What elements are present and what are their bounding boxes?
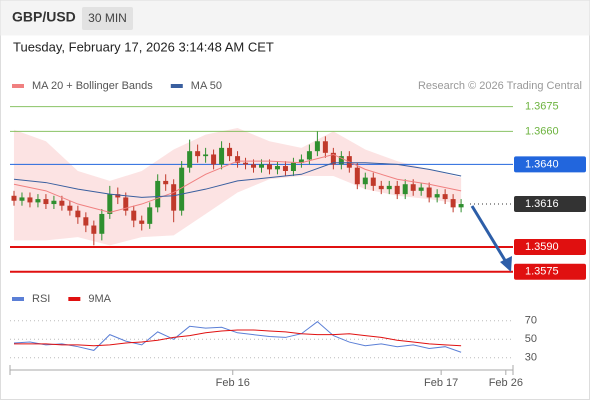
level-label: 1.3640 bbox=[525, 158, 559, 170]
candle-body bbox=[67, 205, 73, 211]
candle-body bbox=[251, 164, 257, 168]
candle-body bbox=[107, 194, 113, 214]
candle-body bbox=[27, 197, 33, 203]
price-panel: MA 20 + Bollinger Bands MA 50 1.3675 1.3660… bbox=[10, 80, 586, 280]
level-box bbox=[514, 156, 586, 173]
candle-body bbox=[227, 147, 233, 157]
candle-body bbox=[458, 204, 464, 208]
symbol: GBP/USD bbox=[12, 9, 76, 25]
candle-body bbox=[266, 164, 272, 170]
candle-body bbox=[115, 194, 121, 198]
interval-box bbox=[82, 7, 133, 30]
candle-body bbox=[51, 200, 57, 205]
candle-body bbox=[91, 225, 97, 234]
candle-body bbox=[306, 151, 312, 160]
candle-body bbox=[362, 177, 368, 185]
candle-body bbox=[322, 141, 328, 153]
candle-body bbox=[147, 207, 153, 224]
candle-body bbox=[386, 185, 392, 190]
candle-body bbox=[83, 217, 89, 226]
source: Research © 2026 Trading Central bbox=[418, 80, 582, 92]
candle-body bbox=[59, 200, 65, 206]
candle-body bbox=[378, 185, 384, 190]
y-tick-label: 30 bbox=[525, 352, 537, 364]
candle-body bbox=[450, 199, 456, 208]
legend-swatch bbox=[12, 84, 24, 88]
candle-body bbox=[298, 159, 304, 163]
candle-body bbox=[211, 154, 217, 165]
level-label: 1.3616 bbox=[525, 198, 559, 210]
level-box bbox=[514, 196, 586, 213]
series-line bbox=[13, 321, 462, 353]
candle-body bbox=[274, 166, 280, 170]
candle-body bbox=[11, 195, 17, 201]
candle-body bbox=[99, 213, 105, 234]
candle-body bbox=[314, 141, 320, 152]
legend-swatch bbox=[68, 297, 81, 301]
legend-label: RSI bbox=[32, 293, 50, 305]
candle-body bbox=[330, 152, 336, 165]
candle-body bbox=[35, 199, 41, 203]
level-label: 1.3575 bbox=[525, 266, 559, 278]
candle-body bbox=[219, 147, 225, 165]
candle-body bbox=[370, 177, 376, 186]
candle-body bbox=[282, 166, 288, 171]
series-line bbox=[13, 153, 462, 213]
series-line bbox=[13, 162, 462, 198]
legend-label: MA 20 + Bollinger Bands bbox=[32, 80, 153, 92]
level-box bbox=[514, 239, 586, 255]
forecast-arrow bbox=[470, 205, 508, 263]
x-tick-label: Feb 26 bbox=[489, 377, 523, 389]
legend-swatch bbox=[170, 84, 183, 88]
candle-body bbox=[354, 167, 360, 185]
candle-body bbox=[139, 220, 145, 224]
interval: 30 MIN bbox=[88, 11, 127, 25]
candle-body bbox=[195, 151, 201, 157]
candle-body bbox=[434, 194, 440, 198]
candle-body bbox=[179, 167, 185, 211]
candle-body bbox=[259, 164, 264, 168]
candle-body bbox=[410, 184, 416, 191]
series-line bbox=[13, 329, 462, 347]
candle-body bbox=[123, 197, 129, 211]
candle-body bbox=[338, 156, 344, 165]
candle-body bbox=[19, 197, 25, 201]
candle-body bbox=[418, 187, 424, 191]
candle-body bbox=[290, 162, 296, 171]
timestamp: Tuesday, February 17, 2026 3:14:48 AM CE… bbox=[13, 39, 274, 54]
candle-body bbox=[163, 180, 169, 185]
y-tick-label: 70 bbox=[525, 315, 537, 327]
legend-label: MA 50 bbox=[191, 80, 222, 92]
level-box bbox=[514, 263, 586, 280]
legend-label: 9MA bbox=[88, 293, 111, 305]
x-tick-label: Feb 17 bbox=[424, 377, 458, 389]
candle-body bbox=[426, 187, 432, 198]
level-label: 1.3660 bbox=[525, 125, 559, 137]
candle-body bbox=[187, 151, 193, 168]
level-label: 1.3675 bbox=[525, 100, 559, 112]
rsi-panel: RSI 9MA 70 50 30 Feb 16 Feb 17 Feb 26 bbox=[10, 293, 537, 389]
legend-swatch bbox=[12, 297, 24, 301]
level-label: 1.3590 bbox=[525, 241, 559, 253]
candle-body bbox=[235, 156, 241, 163]
candle-body bbox=[155, 180, 161, 208]
candle-body bbox=[394, 185, 400, 195]
x-tick-label: Feb 16 bbox=[216, 377, 250, 389]
candle-body bbox=[402, 184, 408, 195]
candle-body bbox=[243, 162, 249, 165]
candle-body bbox=[203, 154, 209, 157]
candle-body bbox=[171, 184, 177, 211]
forecast-arrowhead bbox=[500, 256, 512, 272]
candle-body bbox=[442, 194, 448, 200]
candle-body bbox=[43, 199, 49, 205]
candle-body bbox=[75, 210, 81, 218]
candle-body bbox=[131, 210, 137, 221]
y-tick-label: 50 bbox=[525, 333, 537, 345]
